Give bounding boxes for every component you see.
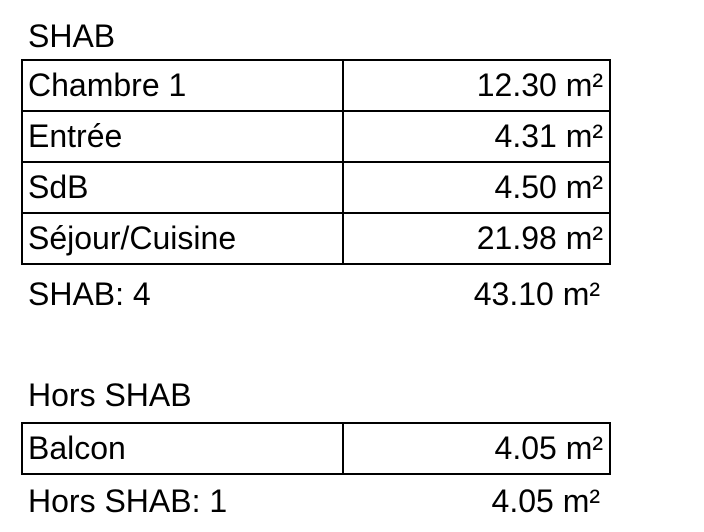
hors-shab-total-value: 4.05 m² (491, 483, 600, 519)
hors-shab-total-row: Hors SHAB: 1 4.05 m² (21, 483, 607, 519)
hors-shab-section-title: Hors SHAB (28, 377, 192, 413)
shab-section-title: SHAB (28, 18, 116, 54)
room-name-cell: Balcon (28, 430, 126, 466)
table-row-chambre-1: Chambre 1 12.30 m² (23, 61, 609, 110)
shab-total-row: SHAB: 4 43.10 m² (21, 276, 607, 312)
shab-area-table: Chambre 1 12.30 m² Entrée 4.31 m² SdB 4.… (21, 59, 611, 265)
shab-total-value: 43.10 m² (473, 276, 600, 312)
room-area-cell: 4.05 m² (342, 424, 609, 473)
surface-report: SHAB Chambre 1 12.30 m² Entrée 4.31 m² S… (21, 18, 611, 519)
hors-shab-total-label: Hors SHAB: 1 (28, 483, 228, 519)
hors-shab-section: Hors SHAB Balcon 4.05 m² Hors SHAB: 1 4.… (21, 377, 611, 519)
shab-section: SHAB Chambre 1 12.30 m² Entrée 4.31 m² S… (21, 18, 611, 312)
room-area-cell: 4.50 m² (342, 163, 609, 212)
shab-total-label: SHAB: 4 (28, 276, 151, 312)
room-name-cell: SdB (28, 169, 89, 205)
table-row-sdb: SdB 4.50 m² (23, 161, 609, 212)
room-area-cell: 21.98 m² (342, 214, 609, 263)
hors-shab-area-table: Balcon 4.05 m² (21, 422, 611, 475)
table-row-balcon: Balcon 4.05 m² (23, 424, 609, 473)
room-name-cell: Séjour/Cuisine (28, 220, 237, 256)
table-row-entree: Entrée 4.31 m² (23, 110, 609, 161)
room-area-cell: 12.30 m² (342, 61, 609, 110)
room-area-cell: 4.31 m² (342, 112, 609, 161)
room-name-cell: Entrée (28, 118, 123, 154)
room-name-cell: Chambre 1 (28, 67, 187, 103)
table-row-sejour-cuisine: Séjour/Cuisine 21.98 m² (23, 212, 609, 263)
